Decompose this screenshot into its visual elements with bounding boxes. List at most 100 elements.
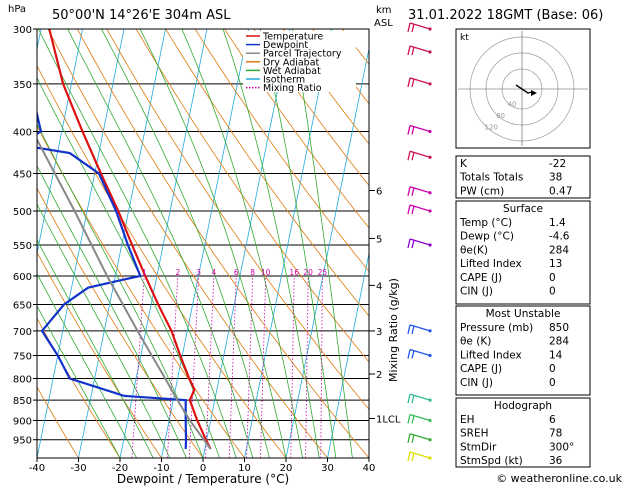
surface-row-value: 1.4 bbox=[549, 217, 566, 229]
pressure-tick-label: 800 bbox=[13, 374, 32, 385]
wind-barb bbox=[408, 151, 432, 160]
wind-barb bbox=[408, 239, 432, 248]
parcel-trajectory-series-line bbox=[0, 29, 211, 449]
most-unstable-row-value: 0 bbox=[549, 363, 556, 375]
most-unstable-row-label: Lifted Index bbox=[460, 349, 522, 361]
most-unstable-row-label: CIN (J) bbox=[460, 377, 493, 389]
main-index-value: -22 bbox=[549, 158, 566, 170]
hodograph-table-row-label: SREH bbox=[460, 428, 489, 440]
altitude-tick-label: 5 bbox=[376, 234, 382, 245]
pressure-tick-label: 400 bbox=[13, 128, 32, 139]
main-index-value: 38 bbox=[549, 172, 562, 184]
legend-entry: Mixing Ratio bbox=[263, 83, 322, 94]
surface-row-value: 284 bbox=[549, 244, 569, 256]
surface-row-label: Dewp (°C) bbox=[460, 231, 514, 243]
indices-table: K -22 Totals Totals 38 PW (cm) 0.47 Surface Tem… bbox=[456, 156, 590, 467]
mixing-ratio-line bbox=[132, 276, 144, 458]
pressure-tick-label: 750 bbox=[13, 351, 32, 362]
temperature-tick-label: 30 bbox=[321, 463, 334, 474]
wind-barb bbox=[408, 78, 432, 87]
mixing-ratio-label: 3 bbox=[196, 268, 201, 277]
wind-barb bbox=[408, 394, 432, 403]
altitude-tick-label: 1LCL bbox=[376, 414, 401, 425]
hodograph-table-row-value: 78 bbox=[549, 428, 562, 440]
asl-axis-label: ASL bbox=[374, 18, 393, 29]
mixing-ratio-label: 4 bbox=[212, 268, 217, 277]
wind-barb bbox=[408, 187, 432, 196]
surface-row-value: 0 bbox=[549, 272, 556, 284]
wind-barb bbox=[408, 205, 432, 214]
most-unstable-row-value: 284 bbox=[549, 336, 569, 348]
hodograph-table-row-value: 300° bbox=[549, 441, 574, 453]
mixing-ratio-line bbox=[167, 276, 177, 458]
surface-row-label: Temp (°C) bbox=[459, 217, 512, 229]
mixing-ratio-label: 1 bbox=[142, 268, 147, 277]
hodograph-ring-label: 80 bbox=[496, 112, 505, 120]
most-unstable-row-value: 0 bbox=[549, 377, 556, 389]
temperature-series-line bbox=[49, 29, 210, 449]
wind-barb bbox=[408, 434, 432, 443]
mixing-ratio-label: 10 bbox=[261, 268, 271, 277]
wet-adiabat-line bbox=[68, 29, 253, 458]
x-axis-title: Dewpoint / Temperature (°C) bbox=[117, 472, 289, 486]
surface-title: Surface bbox=[503, 203, 543, 215]
pressure-tick-label: 300 bbox=[13, 25, 32, 36]
mixing-ratio-label: 6 bbox=[234, 268, 239, 277]
wind-barb bbox=[408, 325, 432, 334]
datetime-title: 31.01.2022 18GMT (Base: 06) bbox=[408, 8, 603, 23]
surface-row-label: θe(K) bbox=[460, 244, 488, 256]
hodograph-table-row-label: EH bbox=[460, 414, 475, 426]
main-index-value: 0.47 bbox=[549, 185, 572, 197]
surface-row-value: -4.6 bbox=[549, 231, 570, 243]
main-index-label: Totals Totals bbox=[459, 172, 523, 184]
dewpoint-series-line bbox=[16, 29, 186, 449]
wind-barb bbox=[408, 126, 432, 135]
pressure-tick-label: 850 bbox=[13, 396, 32, 407]
altitude-tick-label: 2 bbox=[376, 370, 382, 381]
wind-barb bbox=[408, 46, 432, 55]
wind-barb bbox=[408, 414, 432, 423]
mixing-ratio-axis-title: Mixing Ratio (g/kg) bbox=[387, 278, 400, 382]
hodograph-kt-label: kt bbox=[460, 33, 469, 43]
pressure-tick-label: 500 bbox=[13, 207, 32, 218]
pressure-tick-label: 950 bbox=[13, 436, 32, 447]
hpa-axis-label: hPa bbox=[8, 4, 26, 15]
pressure-tick-label: 650 bbox=[13, 301, 32, 312]
pressure-tick-label: 600 bbox=[13, 272, 32, 283]
most-unstable-row-label: CAPE (J) bbox=[460, 363, 502, 375]
altitude-tick-label: 6 bbox=[376, 186, 382, 197]
credit-text: © weatheronline.co.uk bbox=[496, 472, 622, 485]
hodograph-table-row-label: StmDir bbox=[460, 441, 497, 453]
location-title: 50°00'N 14°26'E 304m ASL bbox=[52, 8, 231, 23]
pressure-tick-label: 550 bbox=[13, 241, 32, 252]
most-unstable-row-label: θe (K) bbox=[460, 336, 491, 348]
isotherm-line bbox=[328, 29, 415, 458]
most-unstable-title: Most Unstable bbox=[486, 308, 561, 320]
hodograph-table-title: Hodograph bbox=[494, 400, 552, 412]
km-axis-label: km bbox=[376, 5, 392, 16]
hodograph-ring-label: 120 bbox=[485, 123, 498, 131]
main-index-label: PW (cm) bbox=[460, 185, 504, 197]
most-unstable-row-label: Pressure (mb) bbox=[460, 322, 533, 334]
mixing-ratio-label: 2 bbox=[175, 268, 180, 277]
surface-row-label: CAPE (J) bbox=[460, 272, 502, 284]
hodograph-table-row-value: 6 bbox=[549, 414, 556, 426]
pressure-tick-label: 350 bbox=[13, 80, 32, 91]
pressure-tick-label: 700 bbox=[13, 327, 32, 338]
pressure-tick-label: 900 bbox=[13, 416, 32, 427]
temperature-tick-label: 40 bbox=[363, 463, 376, 474]
main-index-label: K bbox=[460, 158, 468, 170]
wind-barb bbox=[408, 23, 432, 32]
mixing-ratio-label: 25 bbox=[318, 268, 328, 277]
isotherm-line bbox=[120, 29, 207, 458]
altitude-tick-label: 4 bbox=[376, 281, 382, 292]
surface-row-value: 0 bbox=[549, 286, 556, 298]
temperature-tick-label: -30 bbox=[70, 463, 86, 474]
altitude-tick-label: 3 bbox=[376, 327, 382, 338]
wind-barb bbox=[408, 349, 432, 358]
surface-row-value: 13 bbox=[549, 258, 562, 270]
mixing-ratio-label: 8 bbox=[250, 268, 255, 277]
